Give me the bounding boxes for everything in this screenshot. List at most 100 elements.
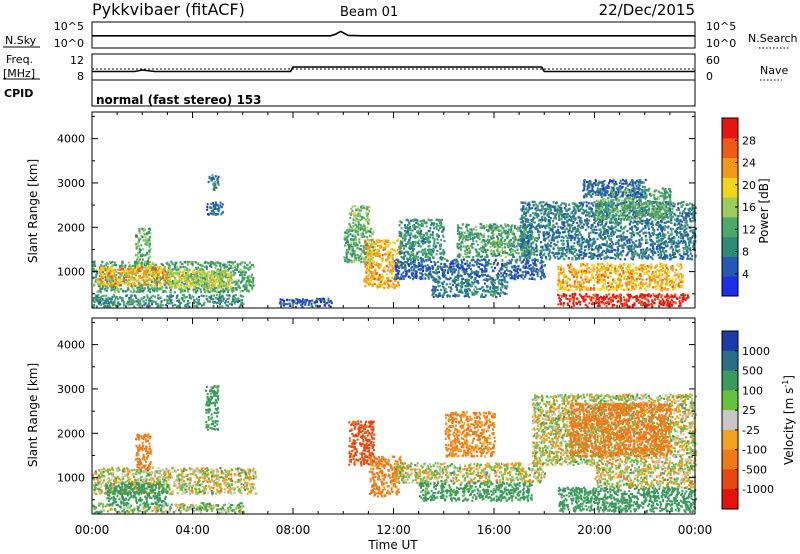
- power-cell: [458, 256, 461, 259]
- power-cell: [403, 245, 406, 248]
- power-cell: [457, 253, 460, 256]
- power-cell: [436, 218, 439, 221]
- power-cell: [434, 287, 437, 290]
- power-cell: [175, 281, 178, 285]
- power-cell: [515, 227, 518, 230]
- power-cell: [421, 224, 424, 227]
- power-cell: [117, 304, 120, 308]
- power-cell: [397, 259, 400, 262]
- power-cell: [483, 269, 486, 272]
- power-cell: [178, 286, 181, 289]
- power-cell: [134, 269, 136, 272]
- power-cell: [470, 281, 473, 284]
- power-cell: [393, 259, 396, 262]
- power-cell: [176, 299, 179, 302]
- power-cell: [537, 222, 540, 226]
- power-cell: [210, 202, 213, 206]
- power-cell: [107, 298, 110, 301]
- power-cell: [100, 267, 103, 270]
- power-cell: [496, 263, 499, 266]
- power-cell: [522, 223, 525, 226]
- power-cell: [372, 272, 375, 275]
- power-cell: [494, 258, 497, 261]
- power-cell: [440, 226, 443, 229]
- power-cell: [132, 300, 135, 303]
- power-cell: [180, 284, 182, 287]
- power-cell: [232, 288, 235, 291]
- power-cell: [183, 300, 186, 303]
- power-cell: [171, 301, 174, 304]
- power-cell: [513, 239, 516, 242]
- power-cell: [169, 269, 172, 272]
- power-cell: [139, 253, 142, 257]
- power-cell: [173, 265, 176, 268]
- power-cell: [214, 181, 217, 184]
- power-cell: [536, 258, 539, 261]
- power-cell: [534, 270, 537, 273]
- power-cell: [374, 270, 377, 273]
- power-cell: [186, 302, 189, 305]
- power-cell: [436, 271, 439, 274]
- power-cell: [450, 265, 453, 268]
- power-cell: [510, 247, 513, 250]
- power-cell: [474, 285, 477, 288]
- power-cell: [429, 249, 432, 252]
- power-cell: [359, 228, 362, 231]
- power-cell: [148, 249, 151, 252]
- power-cell: [684, 243, 687, 246]
- power-cell: [344, 241, 347, 244]
- power-cell: [142, 230, 145, 233]
- power-cell: [372, 251, 375, 254]
- power-cell: [458, 233, 461, 236]
- power-cell: [506, 223, 509, 226]
- power-cell: [495, 289, 498, 292]
- power-cell: [356, 214, 359, 217]
- power-cell: [121, 260, 124, 263]
- power-cell: [212, 211, 215, 214]
- power-cell: [487, 274, 490, 277]
- power-cell: [543, 264, 546, 267]
- power-cell: [217, 183, 220, 186]
- power-cell: [540, 266, 543, 269]
- power-cell: [437, 280, 439, 283]
- power-cell: [138, 269, 141, 273]
- power-cell: [455, 258, 458, 261]
- power-cell: [499, 268, 502, 271]
- power-cell: [93, 263, 96, 266]
- power-cell: [427, 268, 430, 271]
- power-cell: [498, 278, 501, 282]
- power-cell: [509, 262, 512, 265]
- power-cell: [151, 300, 154, 303]
- power-cell: [123, 280, 126, 283]
- power-cell: [347, 230, 350, 233]
- power-cell: [359, 226, 362, 229]
- power-cell: [132, 270, 134, 273]
- power-cell: [347, 260, 349, 263]
- power-cell: [417, 265, 419, 268]
- power-cell: [169, 299, 172, 302]
- power-cell: [504, 255, 507, 259]
- power-cell: [151, 278, 154, 281]
- power-cell: [223, 289, 226, 293]
- power-cell: [132, 281, 135, 284]
- power-cell: [565, 234, 567, 238]
- power-cell: [430, 276, 433, 279]
- power-cell: [205, 265, 208, 268]
- power-cell: [226, 304, 229, 308]
- power-cell: [449, 290, 452, 293]
- power-cell: [459, 289, 462, 292]
- power-cell: [141, 227, 144, 230]
- power-cell: [213, 185, 216, 188]
- power-cell: [500, 278, 503, 282]
- power-cell: [154, 301, 157, 304]
- power-cell: [495, 242, 498, 245]
- power-cell: [137, 237, 140, 240]
- power-cell: [350, 249, 353, 252]
- power-cell: [522, 252, 525, 255]
- power-cell: [373, 273, 376, 276]
- power-cell: [492, 236, 495, 240]
- mode-text: normal (fast stereo) 153: [96, 93, 262, 107]
- power-cell: [172, 273, 175, 276]
- power-cell: [501, 251, 504, 254]
- power-cell: [524, 274, 527, 277]
